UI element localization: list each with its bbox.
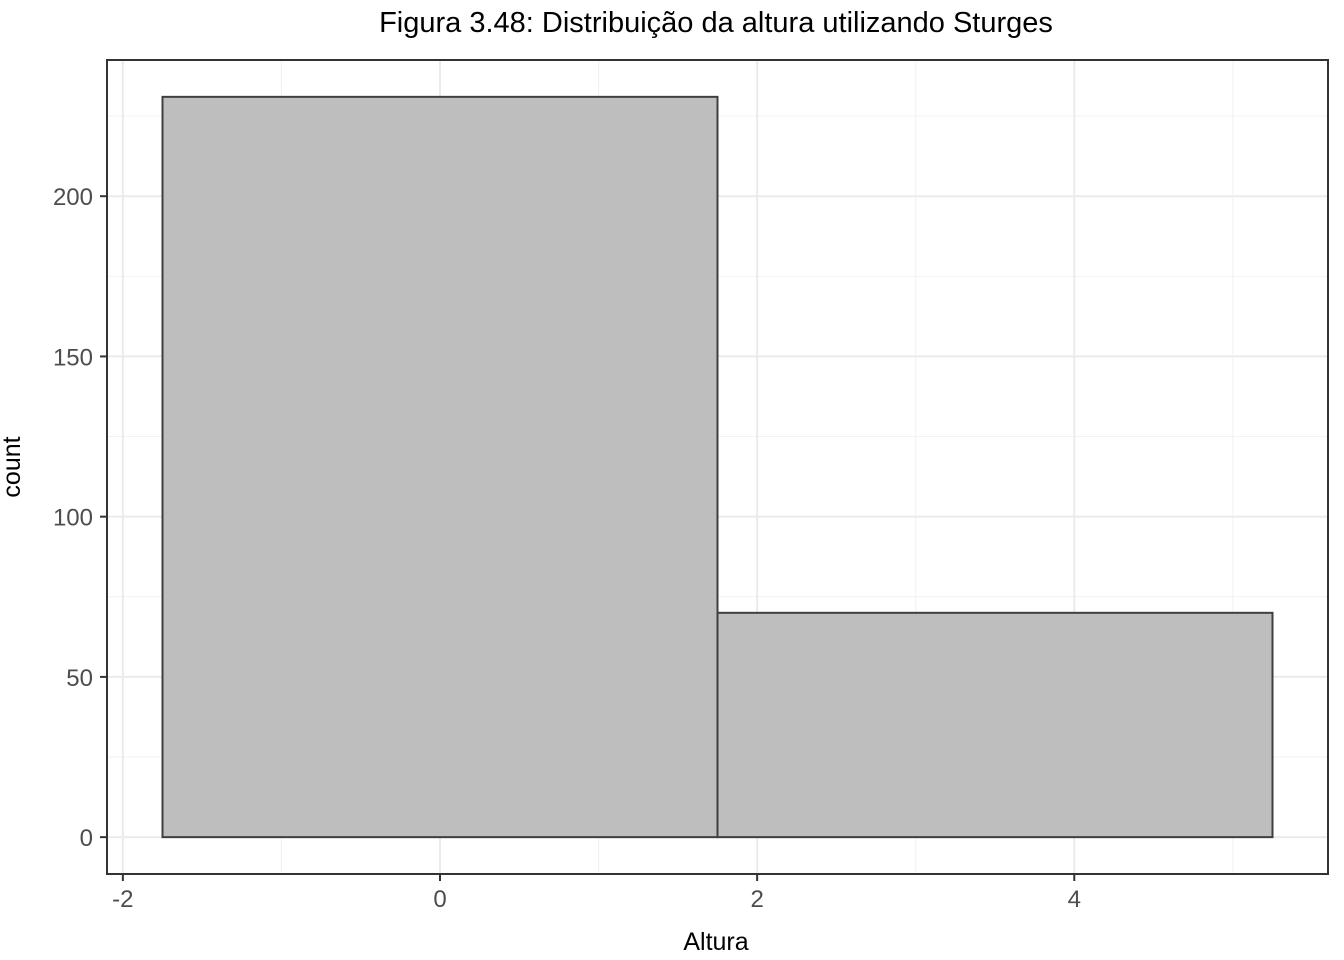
x-tick-label: 4 [1068,886,1081,913]
y-tick-label: 50 [66,665,93,692]
y-tick-label: 150 [53,344,93,371]
plot-panel-border [106,59,1329,875]
chart-title: Figura 3.48: Distribuição da altura util… [379,7,1053,39]
y-tick-label: 0 [80,825,93,852]
y-tick-label: 200 [53,184,93,211]
x-tick-label: 2 [750,886,763,913]
histogram-bars [161,95,1274,839]
histogram-bar-1 [161,95,719,839]
x-axis-title: Altura [683,928,748,956]
axis-ticks: -2 0 2 4 0 50 100 150 200 [53,184,1081,913]
y-axis-title: count [0,436,26,497]
x-tick-label: -2 [112,886,133,913]
x-tick-label: 0 [433,886,446,913]
histogram-bar-2 [716,611,1274,839]
y-tick-label: 100 [53,505,93,532]
